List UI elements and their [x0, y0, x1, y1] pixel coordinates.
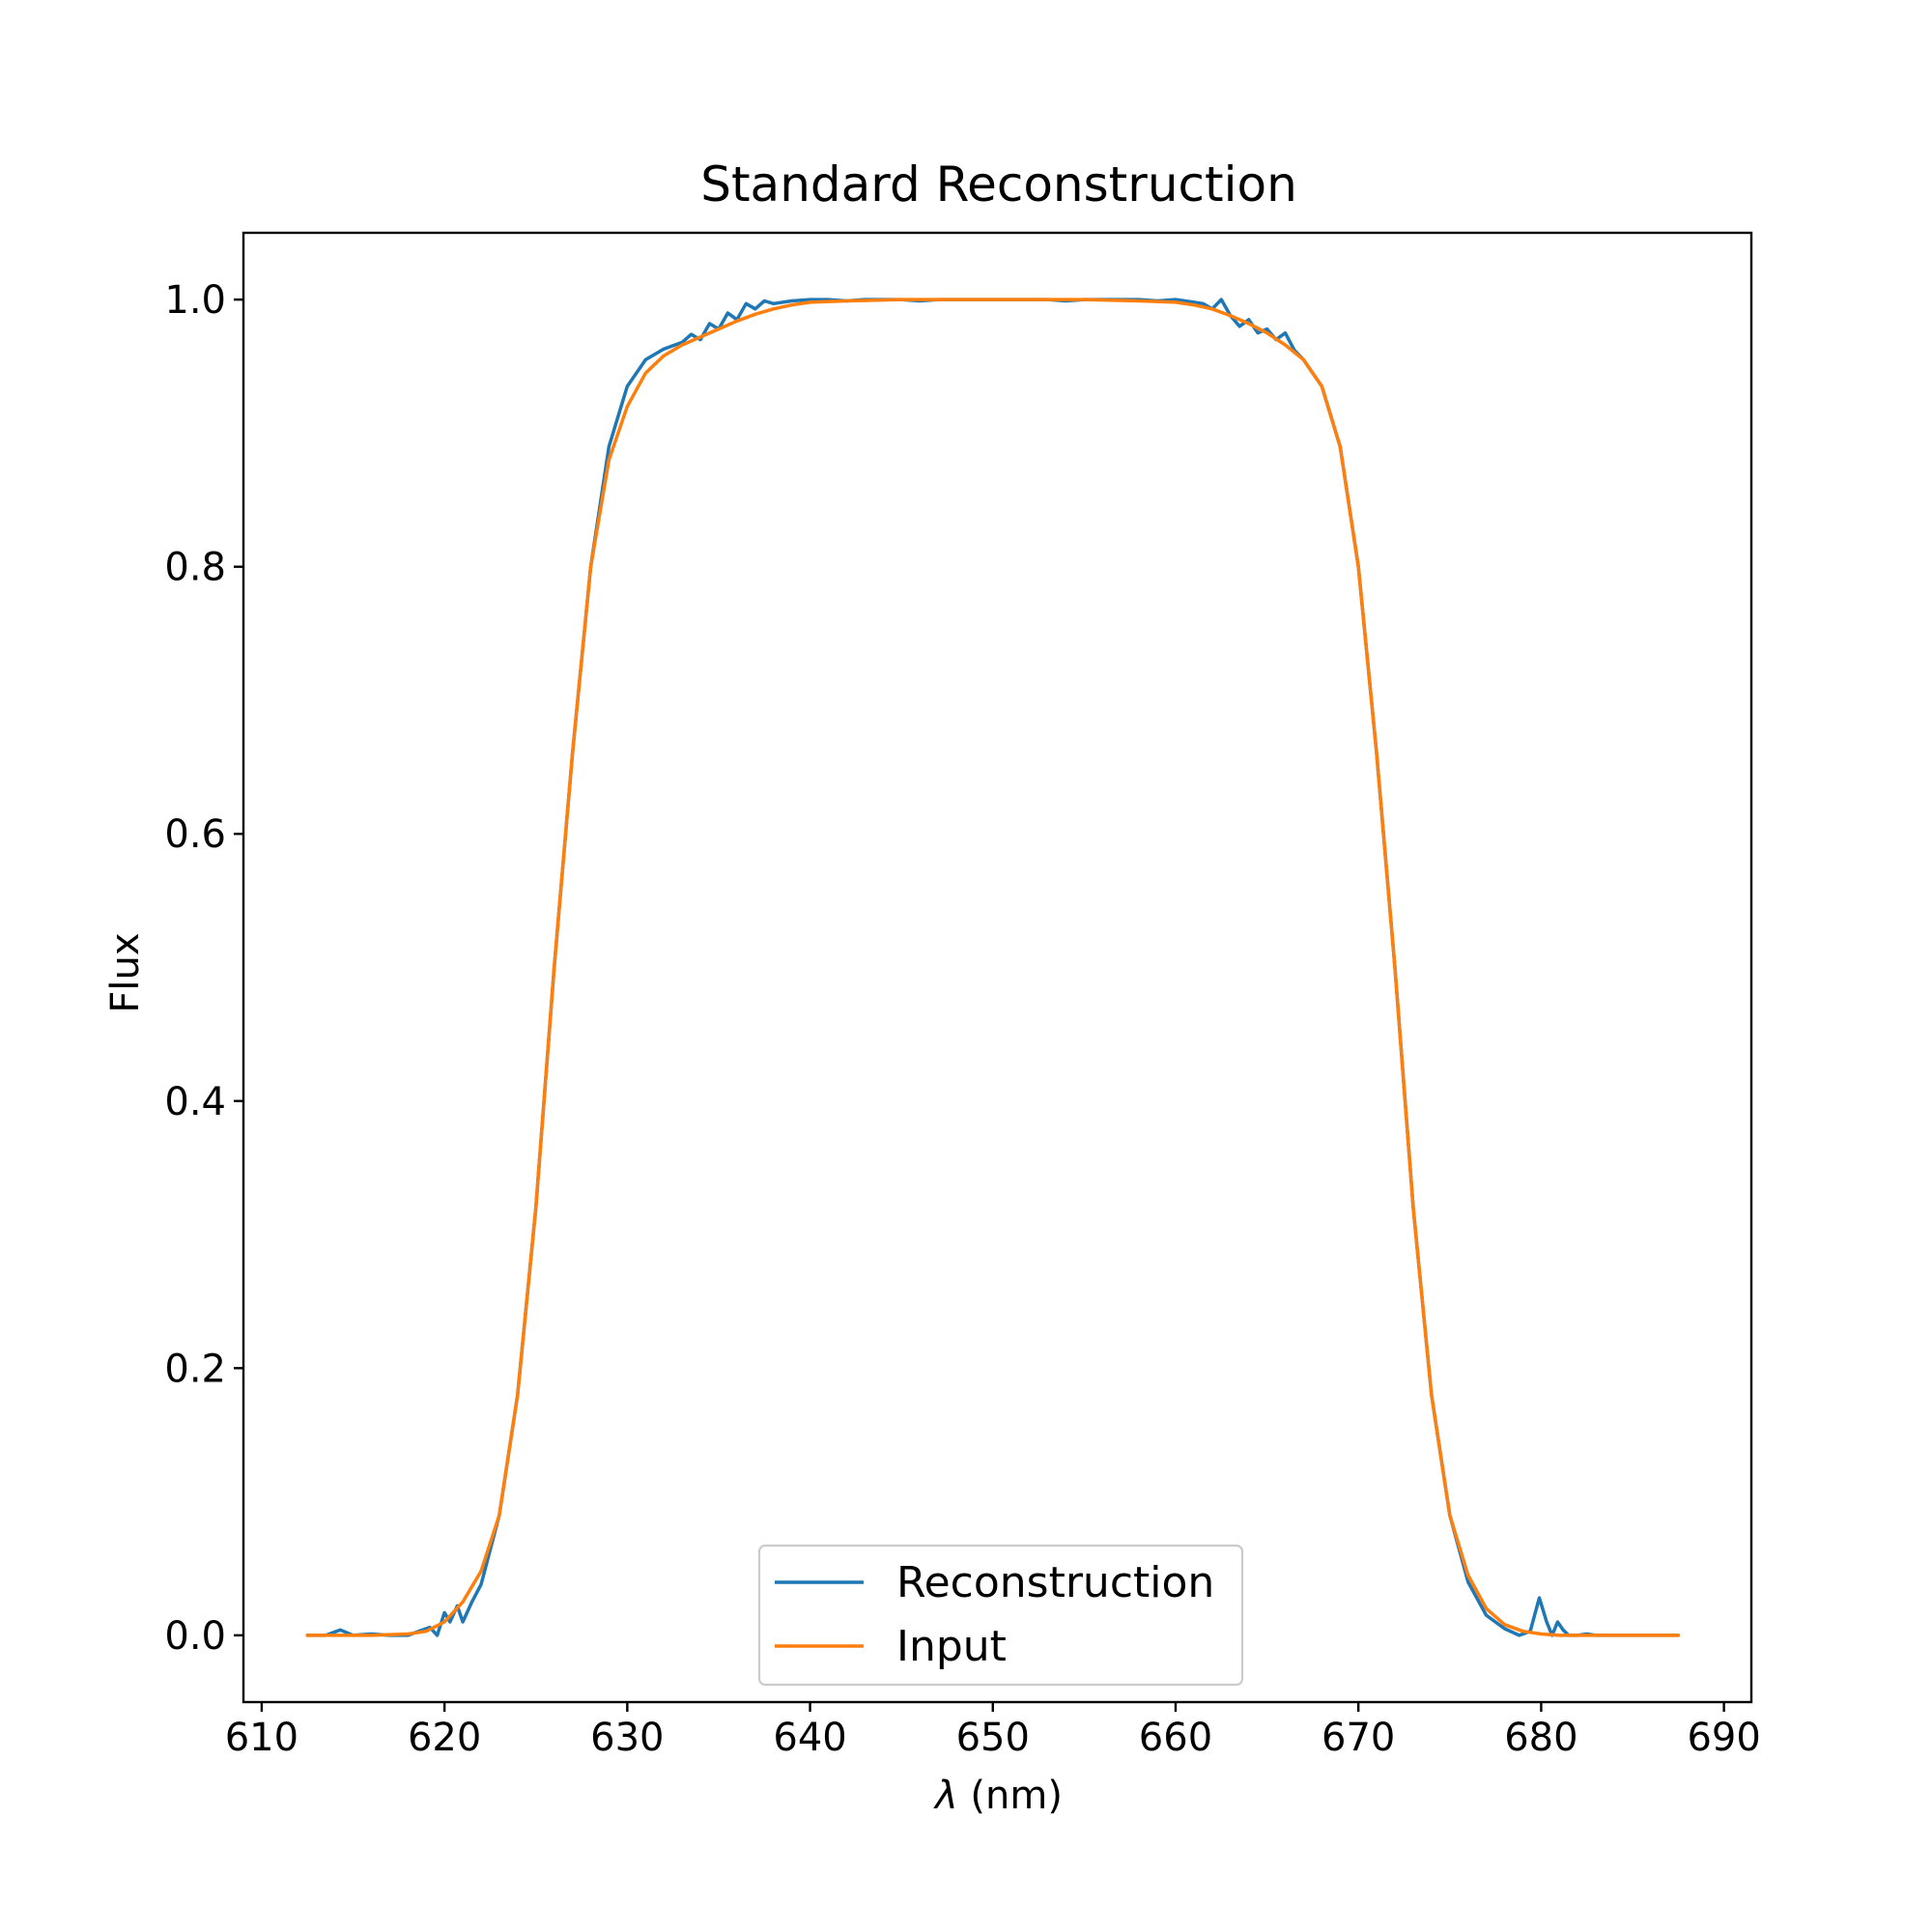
y-tick-label: 0.8	[164, 546, 226, 590]
x-axis-label-unit: (nm)	[958, 1774, 1063, 1818]
x-tick-label: 640	[773, 1716, 846, 1760]
series-layer	[305, 298, 1681, 1637]
x-tick-label: 650	[956, 1716, 1030, 1760]
x-axis-label: λ (nm)	[933, 1774, 1063, 1818]
legend: Reconstruction Input	[757, 1544, 1244, 1687]
x-tick-label: 690	[1687, 1716, 1760, 1760]
y-tick-label: 0.2	[164, 1347, 226, 1391]
y-tick-label: 1.0	[164, 278, 226, 323]
y-axis: 0.0 0.2 0.4 0.6 0.8 1.0	[164, 278, 243, 1659]
plot-frame	[242, 231, 1753, 1704]
x-tick-label: 660	[1139, 1716, 1212, 1760]
x-tick-label: 620	[408, 1716, 481, 1760]
x-axis: 610 620 630 640 650 660 670 680 690	[225, 1702, 1761, 1760]
y-axis-label: Flux	[103, 932, 148, 1012]
legend-frame	[757, 1544, 1244, 1687]
legend-label-reconstruction: Reconstruction	[896, 1558, 1214, 1607]
x-tick-label: 680	[1504, 1716, 1577, 1760]
y-tick-label: 0.6	[164, 812, 226, 857]
x-tick-label: 670	[1321, 1716, 1395, 1760]
y-tick-label: 0.0	[164, 1614, 226, 1659]
x-tick-label: 630	[590, 1716, 664, 1760]
series-line-input	[305, 298, 1681, 1637]
x-tick-label: 610	[225, 1716, 298, 1760]
chart-title: Standard Reconstruction	[700, 156, 1297, 213]
legend-label-input: Input	[896, 1622, 1007, 1671]
y-tick-label: 0.4	[164, 1080, 226, 1124]
x-axis-label-symbol: λ	[933, 1774, 958, 1818]
